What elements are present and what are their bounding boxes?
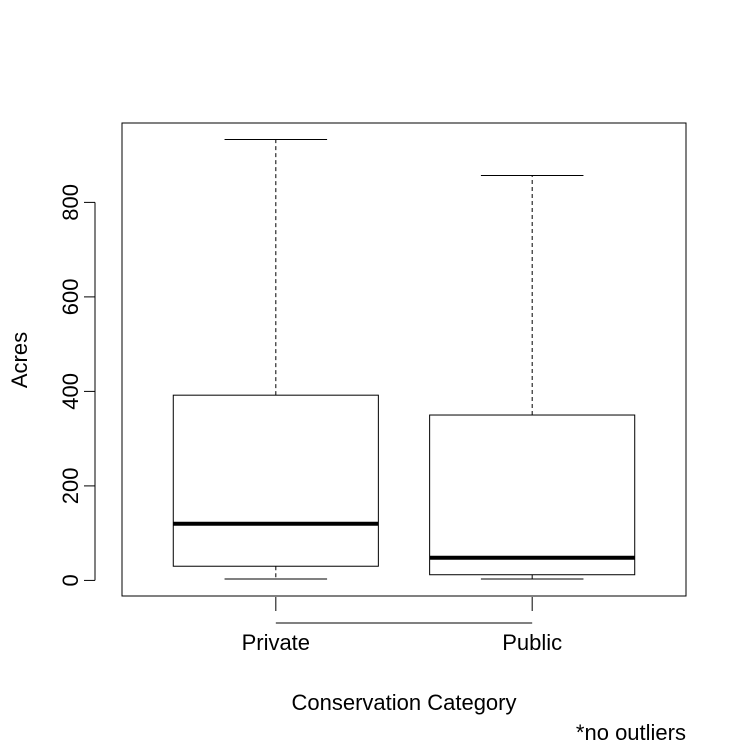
footnote: *no outliers [576,720,686,745]
plot-frame [121,122,687,597]
x-tick-label: Private [242,630,310,655]
y-axis: 0 200 400 600 800 [58,184,96,587]
box-series [172,139,636,580]
y-tick-label: 0 [58,574,83,586]
box-group-private [172,139,379,580]
box-group-public [429,174,636,580]
x-axis: Private Public [242,597,562,655]
y-tick-label: 800 [58,184,83,221]
y-tick-label: 400 [58,373,83,410]
iqr-box [429,414,636,576]
y-tick-label: 200 [58,468,83,505]
y-tick-label: 600 [58,279,83,316]
x-tick-label: Public [502,630,562,655]
iqr-box [172,394,379,567]
y-axis-title: Acres [7,332,32,388]
x-axis-title: Conservation Category [291,690,516,715]
